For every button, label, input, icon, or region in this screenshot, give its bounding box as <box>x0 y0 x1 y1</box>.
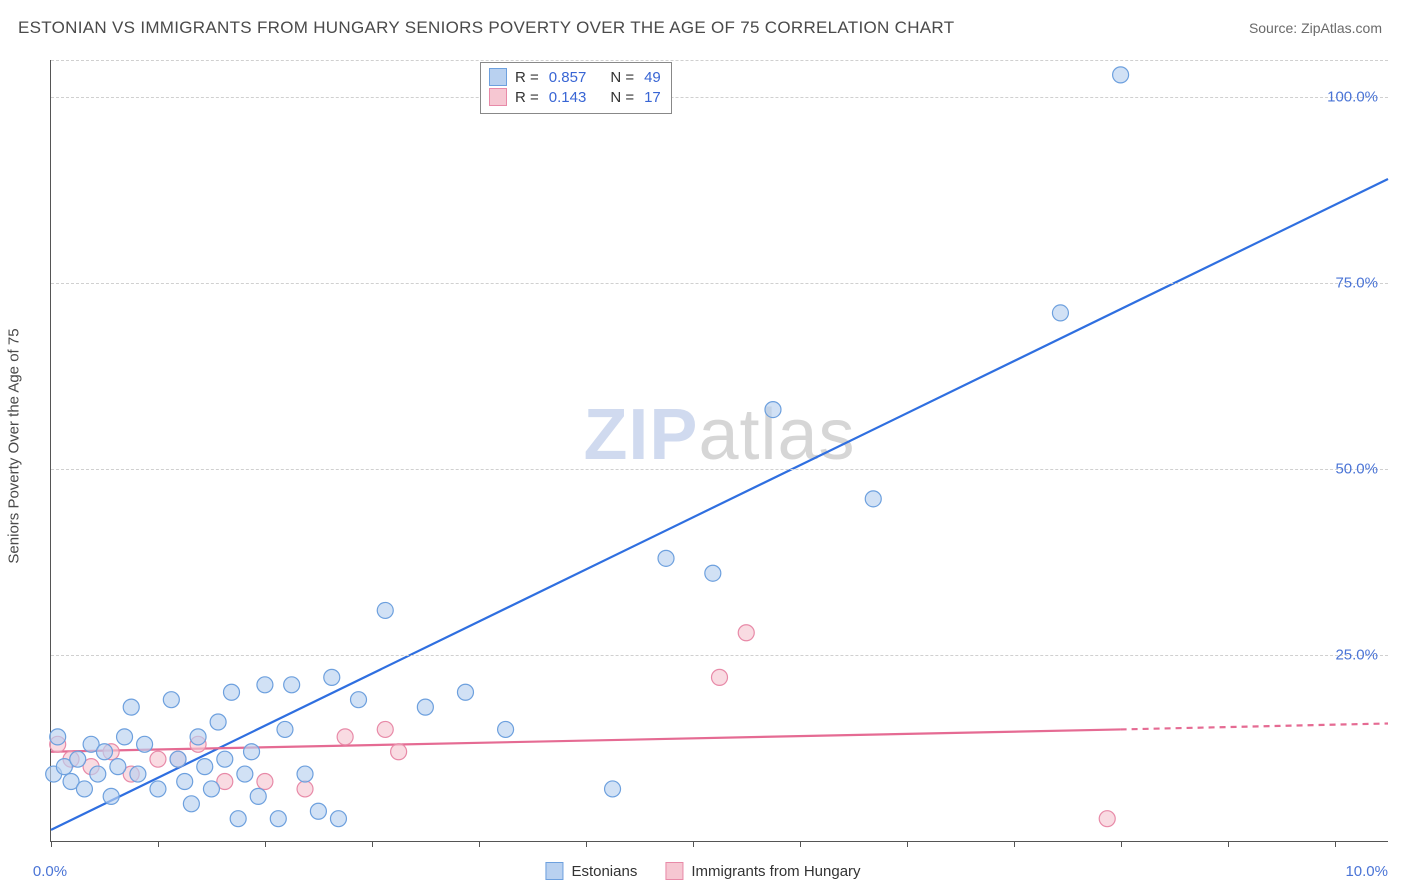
source-label: Source: <box>1249 20 1297 36</box>
legend-label-b: Immigrants from Hungary <box>691 863 860 880</box>
correlation-legend: R = 0.857 N = 49 R = 0.143 N = 17 <box>480 62 672 114</box>
chart-container: ESTONIAN VS IMMIGRANTS FROM HUNGARY SENI… <box>0 0 1406 892</box>
x-axis-max-label: 10.0% <box>1345 863 1388 880</box>
legend-row-a: R = 0.857 N = 49 <box>489 67 661 87</box>
r-label-a: R = <box>515 69 539 86</box>
source-link[interactable]: ZipAtlas.com <box>1301 20 1382 36</box>
y-tick-label: 50.0% <box>1335 461 1378 478</box>
legend-item-b: Immigrants from Hungary <box>665 862 860 880</box>
plot-svg <box>51 60 1388 841</box>
y-tick-label: 100.0% <box>1327 89 1378 106</box>
legend-row-b: R = 0.143 N = 17 <box>489 87 661 107</box>
n-value-a: 49 <box>644 69 661 86</box>
r-value-a: 0.857 <box>549 69 587 86</box>
chart-title: ESTONIAN VS IMMIGRANTS FROM HUNGARY SENI… <box>18 18 954 38</box>
source-attribution: Source: ZipAtlas.com <box>1249 20 1382 36</box>
y-tick-label: 25.0% <box>1335 647 1378 664</box>
swatch-a2 <box>545 862 563 880</box>
plot-area: ZIPatlas 25.0%50.0%75.0%100.0% <box>50 60 1388 842</box>
legend-label-a: Estonians <box>571 863 637 880</box>
y-tick-label: 75.0% <box>1335 275 1378 292</box>
swatch-b <box>489 88 507 106</box>
r-label-b: R = <box>515 89 539 106</box>
series-legend: Estonians Immigrants from Hungary <box>545 862 860 880</box>
r-value-b: 0.143 <box>549 89 587 106</box>
n-label-a: N = <box>610 69 634 86</box>
x-axis-min-label: 0.0% <box>33 863 67 880</box>
n-value-b: 17 <box>644 89 661 106</box>
n-label-b: N = <box>610 89 634 106</box>
swatch-b2 <box>665 862 683 880</box>
y-axis-title: Seniors Poverty Over the Age of 75 <box>6 328 23 563</box>
legend-item-a: Estonians <box>545 862 637 880</box>
swatch-a <box>489 68 507 86</box>
